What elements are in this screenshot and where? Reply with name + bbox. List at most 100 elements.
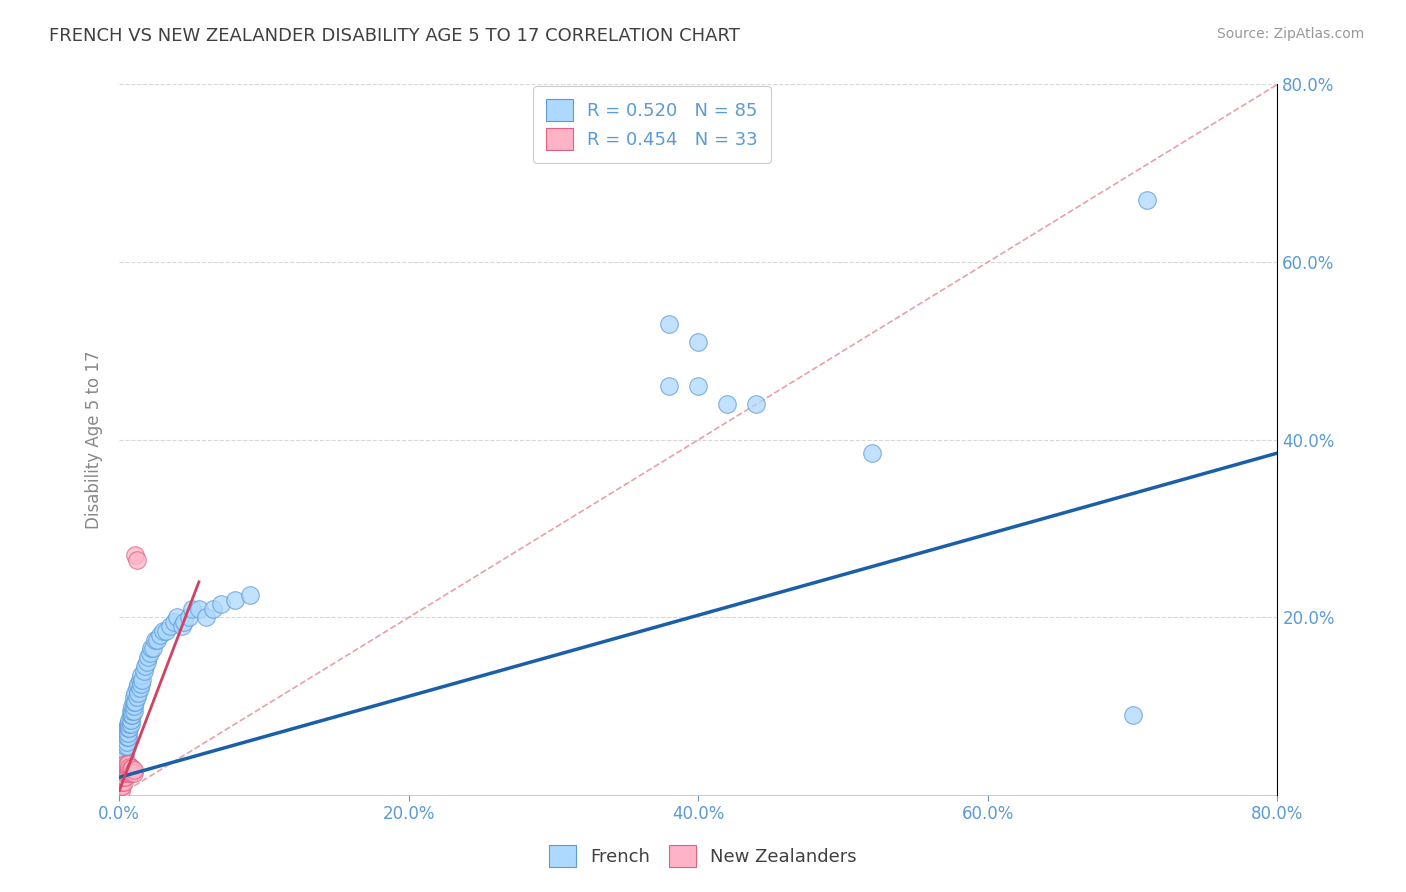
Point bbox=[121, 699, 143, 714]
Point bbox=[118, 713, 141, 727]
Point bbox=[110, 765, 132, 780]
Point bbox=[114, 761, 136, 775]
Point bbox=[136, 650, 159, 665]
Point bbox=[114, 748, 136, 763]
Point bbox=[110, 783, 132, 797]
Point bbox=[112, 765, 135, 780]
Point bbox=[114, 765, 136, 780]
Point bbox=[110, 774, 132, 789]
Point bbox=[111, 765, 134, 780]
Point bbox=[131, 673, 153, 687]
Point bbox=[114, 735, 136, 749]
Point bbox=[139, 641, 162, 656]
Point bbox=[688, 334, 710, 349]
Point bbox=[117, 756, 139, 771]
Point bbox=[138, 646, 160, 660]
Point bbox=[1136, 193, 1159, 207]
Point bbox=[745, 397, 768, 411]
Point bbox=[688, 379, 710, 393]
Point bbox=[111, 770, 134, 784]
Point bbox=[117, 722, 139, 736]
Point bbox=[115, 726, 138, 740]
Point bbox=[187, 601, 209, 615]
Point bbox=[122, 690, 145, 705]
Point bbox=[238, 588, 260, 602]
Point bbox=[115, 739, 138, 754]
Legend: R = 0.520   N = 85, R = 0.454   N = 33: R = 0.520 N = 85, R = 0.454 N = 33 bbox=[533, 87, 770, 163]
Point bbox=[145, 632, 167, 647]
Point bbox=[142, 641, 165, 656]
Point bbox=[129, 668, 152, 682]
Point bbox=[177, 610, 200, 624]
Point bbox=[115, 731, 138, 745]
Point bbox=[132, 664, 155, 678]
Point bbox=[149, 628, 172, 642]
Point bbox=[122, 695, 145, 709]
Point bbox=[860, 446, 883, 460]
Point bbox=[112, 756, 135, 771]
Point bbox=[122, 699, 145, 714]
Point bbox=[658, 318, 681, 332]
Point bbox=[209, 597, 232, 611]
Point bbox=[121, 704, 143, 718]
Point bbox=[110, 770, 132, 784]
Point bbox=[117, 717, 139, 731]
Text: FRENCH VS NEW ZEALANDER DISABILITY AGE 5 TO 17 CORRELATION CHART: FRENCH VS NEW ZEALANDER DISABILITY AGE 5… bbox=[49, 27, 740, 45]
Point bbox=[127, 677, 149, 691]
Point bbox=[111, 779, 134, 793]
Point bbox=[125, 681, 148, 696]
Point bbox=[163, 615, 186, 629]
Point bbox=[110, 779, 132, 793]
Point bbox=[117, 726, 139, 740]
Point bbox=[1122, 708, 1144, 723]
Point bbox=[110, 774, 132, 789]
Point bbox=[125, 552, 148, 566]
Point bbox=[118, 722, 141, 736]
Point bbox=[114, 744, 136, 758]
Point bbox=[120, 717, 142, 731]
Point bbox=[115, 722, 138, 736]
Point bbox=[117, 761, 139, 775]
Point bbox=[166, 610, 188, 624]
Point bbox=[112, 761, 135, 775]
Point bbox=[122, 765, 145, 780]
Point bbox=[120, 713, 142, 727]
Point bbox=[111, 752, 134, 766]
Point bbox=[112, 774, 135, 789]
Point bbox=[180, 601, 202, 615]
Point bbox=[134, 659, 156, 673]
Point bbox=[111, 756, 134, 771]
Point bbox=[658, 379, 681, 393]
Point bbox=[111, 761, 134, 775]
Legend: French, New Zealanders: French, New Zealanders bbox=[541, 838, 865, 874]
Point bbox=[155, 624, 177, 638]
Point bbox=[146, 632, 169, 647]
Point bbox=[112, 748, 135, 763]
Point bbox=[120, 765, 142, 780]
Point bbox=[120, 708, 142, 723]
Point bbox=[122, 704, 145, 718]
Point bbox=[115, 761, 138, 775]
Point bbox=[716, 397, 738, 411]
Point bbox=[121, 761, 143, 775]
Point bbox=[195, 610, 218, 624]
Point bbox=[224, 592, 246, 607]
Point bbox=[120, 761, 142, 775]
Point bbox=[128, 673, 150, 687]
Point bbox=[170, 619, 193, 633]
Point bbox=[115, 765, 138, 780]
Point bbox=[121, 765, 143, 780]
Point bbox=[111, 770, 134, 784]
Point bbox=[159, 619, 181, 633]
Point bbox=[110, 779, 132, 793]
Point bbox=[118, 717, 141, 731]
Point bbox=[118, 763, 141, 777]
Point bbox=[110, 770, 132, 784]
Point bbox=[128, 681, 150, 696]
Point bbox=[114, 756, 136, 771]
Point bbox=[173, 615, 195, 629]
Point bbox=[115, 735, 138, 749]
Point bbox=[127, 686, 149, 700]
Point bbox=[114, 739, 136, 754]
Point bbox=[110, 765, 132, 780]
